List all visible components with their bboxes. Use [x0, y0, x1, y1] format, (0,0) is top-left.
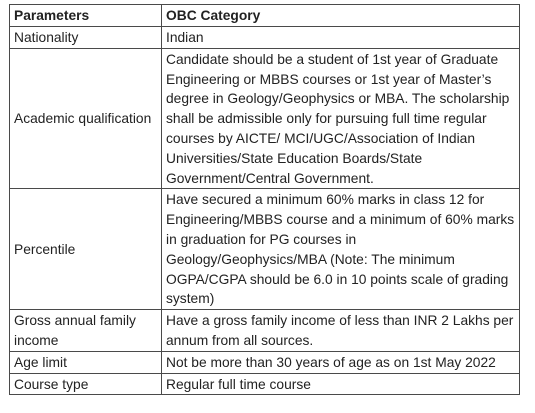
table-row: Gross annual family income Have a gross … [9, 309, 520, 352]
row-value-academic-qualification: Candidate should be a student of 1st yea… [161, 47, 520, 190]
table-header-row: Parameters OBC Category [9, 4, 520, 27]
row-parameter-course-type: Course type [9, 372, 162, 396]
row-value-nationality: Indian [161, 26, 520, 49]
column-header-parameters: Parameters [9, 4, 162, 27]
table-row: Age limit Not be more than 30 years of a… [9, 350, 520, 374]
table-row: Percentile Have secured a minimum 60% ma… [9, 188, 520, 311]
row-parameter-academic-qualification: Academic qualification [9, 47, 162, 190]
table-row: Course type Regular full time course [9, 372, 520, 396]
table-row: Nationality Indian [9, 26, 520, 49]
row-parameter-age-limit: Age limit [9, 350, 162, 374]
obc-eligibility-table: Parameters OBC Category Nationality Indi… [9, 4, 520, 396]
row-parameter-gross-annual-family-income: Gross annual family income [9, 309, 162, 352]
row-value-percentile: Have secured a minimum 60% marks in clas… [161, 188, 520, 311]
column-header-obc-category: OBC Category [161, 4, 520, 27]
row-parameter-nationality: Nationality [9, 26, 162, 49]
table-row: Academic qualification Candidate should … [9, 47, 520, 190]
row-value-gross-annual-family-income: Have a gross family income of less than … [161, 309, 520, 352]
row-value-course-type: Regular full time course [161, 372, 520, 396]
table-container: Parameters OBC Category Nationality Indi… [9, 4, 520, 396]
row-value-age-limit: Not be more than 30 years of age as on 1… [161, 350, 520, 374]
row-parameter-percentile: Percentile [9, 188, 162, 311]
